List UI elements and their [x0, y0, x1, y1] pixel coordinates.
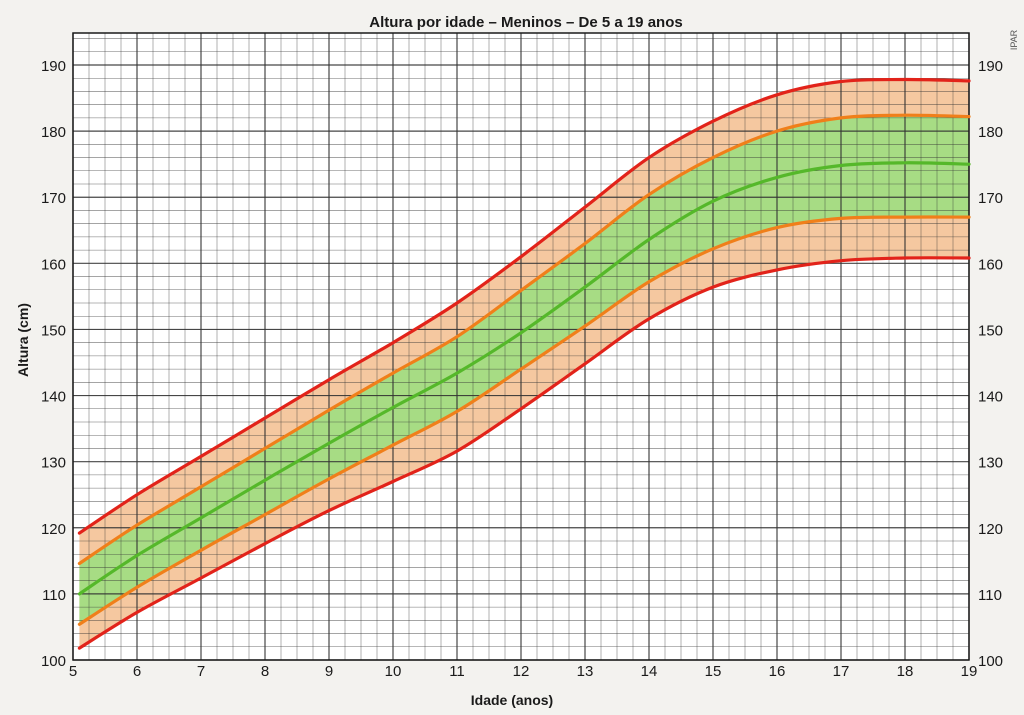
x-tick-label: 18	[897, 663, 914, 680]
y-tick-label-right: 120	[978, 521, 1003, 538]
series-line-3	[77, 161, 971, 596]
x-tick-label: 12	[513, 663, 530, 680]
tick-labels: 5 6 7 8 9 10 11 12 13 14 15 16 17 18 19100110120130140…	[41, 58, 1003, 680]
y-tick-label-right: 170	[978, 190, 1003, 207]
y-tick-label-left: 130	[41, 455, 66, 472]
y-tick-label-left: 120	[41, 521, 66, 538]
y-tick-label-right: 190	[978, 58, 1003, 75]
y-tick-label-left: 190	[41, 58, 66, 75]
x-axis-label: Idade (anos)	[471, 692, 553, 708]
y-tick-label-left: 100	[41, 653, 66, 670]
x-tick-label: 5	[69, 663, 77, 680]
x-tick-label: 19	[961, 663, 978, 680]
x-tick-label: 17	[833, 663, 850, 680]
y-tick-label-left: 180	[41, 124, 66, 141]
y-tick-label-left: 150	[41, 322, 66, 339]
grid-lines	[72, 32, 970, 661]
y-tick-label-left: 160	[41, 256, 66, 273]
x-tick-label: 9	[325, 663, 333, 680]
series-line-1	[77, 77, 971, 535]
x-tick-label: 10	[385, 663, 402, 680]
side-note: IPAR	[1009, 29, 1019, 50]
x-tick-label: 15	[705, 663, 722, 680]
y-tick-label-left: 170	[41, 190, 66, 207]
y-tick-label-left: 110	[42, 587, 66, 604]
y-tick-label-right: 140	[978, 389, 1003, 406]
x-tick-label: 8	[261, 663, 269, 680]
series-line-5	[77, 256, 971, 650]
x-tick-label: 16	[769, 663, 786, 680]
y-tick-label-right: 150	[978, 322, 1003, 339]
y-tick-label-right: 180	[978, 124, 1003, 141]
y-axis-label: Altura (cm)	[15, 303, 31, 377]
x-tick-label: 6	[133, 663, 141, 680]
series-line-2	[77, 113, 971, 566]
x-tick-label: 7	[197, 663, 205, 680]
inner-band	[79, 115, 969, 625]
x-tick-label: 13	[577, 663, 594, 680]
y-tick-label-left: 140	[41, 389, 66, 406]
y-tick-label-right: 110	[978, 587, 1002, 604]
percentile-lines	[77, 77, 971, 650]
y-tick-label-right: 160	[978, 256, 1003, 273]
x-tick-label: 14	[641, 663, 658, 680]
chart-title: Altura por idade – Meninos – De 5 a 19 a…	[369, 14, 682, 31]
series-line-4	[77, 215, 971, 626]
x-tick-label: 11	[449, 663, 465, 680]
y-tick-label-right: 100	[978, 653, 1003, 670]
y-tick-label-right: 130	[978, 455, 1003, 472]
plot-frame	[72, 32, 970, 661]
